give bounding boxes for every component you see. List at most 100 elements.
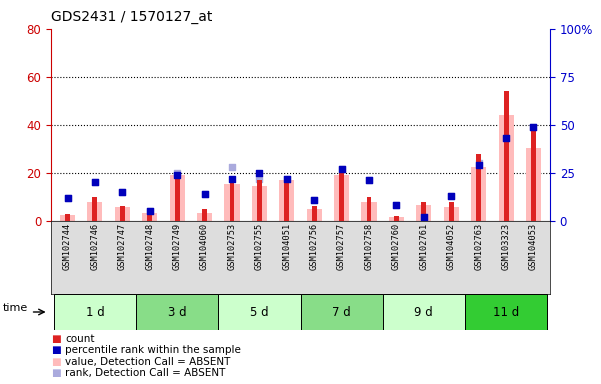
Text: GSM103323: GSM103323 <box>502 223 511 270</box>
Point <box>310 197 319 203</box>
Point <box>63 195 72 201</box>
Bar <box>87 202 103 221</box>
Text: percentile rank within the sample: percentile rank within the sample <box>65 345 241 355</box>
Point <box>118 189 127 195</box>
Text: GSM102755: GSM102755 <box>255 223 264 270</box>
Bar <box>197 213 212 221</box>
Bar <box>465 294 547 330</box>
Text: 3 d: 3 d <box>168 306 186 318</box>
Text: GSM102746: GSM102746 <box>90 223 99 270</box>
Text: GSM104060: GSM104060 <box>200 223 209 270</box>
Text: 11 d: 11 d <box>493 306 519 318</box>
Point <box>200 191 209 197</box>
Bar <box>142 213 157 221</box>
Text: GSM104051: GSM104051 <box>282 223 291 270</box>
Text: rank, Detection Call = ABSENT: rank, Detection Call = ABSENT <box>65 368 225 378</box>
Point <box>282 175 291 182</box>
Bar <box>444 207 459 221</box>
Bar <box>279 180 294 221</box>
Text: count: count <box>65 334 94 344</box>
Point <box>337 166 346 172</box>
Text: ■: ■ <box>51 345 61 355</box>
Point <box>90 179 100 185</box>
Bar <box>257 180 262 221</box>
Point <box>90 179 100 185</box>
Point <box>529 124 538 130</box>
Point <box>255 175 264 182</box>
Bar <box>284 177 289 221</box>
Bar <box>54 294 136 330</box>
Text: GSM104052: GSM104052 <box>447 223 456 270</box>
Bar <box>504 91 508 221</box>
Point <box>501 135 511 141</box>
Point <box>364 177 374 184</box>
Bar <box>224 184 240 221</box>
Point <box>227 164 237 170</box>
Bar <box>339 168 344 221</box>
Text: GSM102761: GSM102761 <box>419 223 429 270</box>
Bar <box>389 217 404 221</box>
Bar <box>147 211 152 221</box>
Bar <box>307 209 322 221</box>
Point <box>447 193 456 199</box>
Point <box>474 162 483 168</box>
Point <box>447 193 456 199</box>
Text: 9 d: 9 d <box>415 306 433 318</box>
Text: value, Detection Call = ABSENT: value, Detection Call = ABSENT <box>65 357 230 367</box>
Point <box>474 160 483 166</box>
Point <box>392 202 401 209</box>
Text: GSM102760: GSM102760 <box>392 223 401 270</box>
Text: 7 d: 7 d <box>332 306 351 318</box>
Point <box>172 170 182 176</box>
Point <box>337 166 346 172</box>
Point <box>419 214 429 220</box>
Bar <box>449 202 454 221</box>
Point <box>419 214 429 220</box>
Bar <box>65 214 70 221</box>
Text: time: time <box>2 303 28 313</box>
Text: 5 d: 5 d <box>250 306 269 318</box>
Bar <box>202 209 207 221</box>
Bar <box>115 207 130 221</box>
Point <box>255 170 264 176</box>
Text: ■: ■ <box>51 357 61 367</box>
Point <box>63 195 72 201</box>
Bar <box>218 294 300 330</box>
Text: ■: ■ <box>51 368 61 378</box>
Bar <box>136 294 218 330</box>
Bar <box>230 177 234 221</box>
Text: GSM104053: GSM104053 <box>529 223 538 270</box>
Point <box>364 177 374 184</box>
Text: GSM102763: GSM102763 <box>474 223 483 270</box>
Bar <box>394 216 399 221</box>
Bar <box>471 167 486 221</box>
Bar <box>312 207 317 221</box>
Bar <box>300 294 383 330</box>
Point <box>310 197 319 203</box>
Point <box>118 189 127 195</box>
Bar <box>334 175 349 221</box>
Text: GSM102747: GSM102747 <box>118 223 127 270</box>
Point <box>529 124 538 130</box>
Point <box>227 175 237 182</box>
Bar <box>175 173 180 221</box>
Bar <box>120 207 125 221</box>
Point <box>172 172 182 178</box>
Bar <box>60 215 75 221</box>
Bar <box>367 197 371 221</box>
Text: GSM102758: GSM102758 <box>365 223 373 270</box>
Point <box>392 202 401 209</box>
Bar <box>531 129 536 221</box>
Text: GSM102744: GSM102744 <box>63 223 72 270</box>
Point <box>501 135 511 141</box>
Point <box>145 208 154 214</box>
Text: GSM102756: GSM102756 <box>310 223 319 270</box>
Bar <box>93 197 97 221</box>
Point <box>200 191 209 197</box>
Text: GSM102753: GSM102753 <box>228 223 236 270</box>
Bar <box>383 294 465 330</box>
Point <box>282 175 291 182</box>
Point <box>145 208 154 214</box>
Bar <box>361 202 377 221</box>
Text: ■: ■ <box>51 334 61 344</box>
